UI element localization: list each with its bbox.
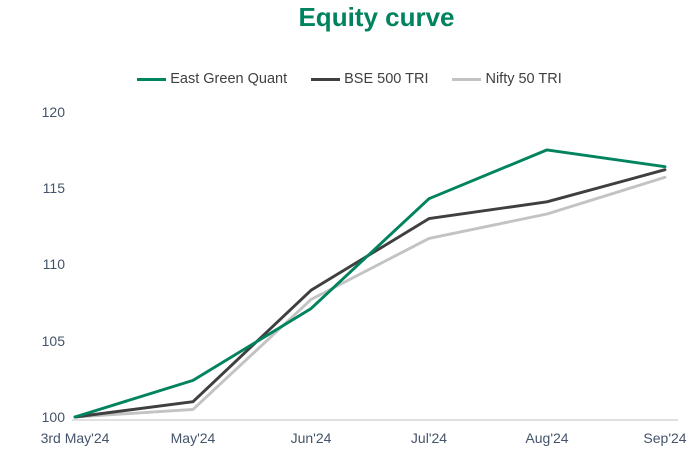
- y-tick-label: 115: [42, 180, 65, 196]
- chart-title: Equity curve: [298, 2, 455, 32]
- series-line-bse-500-tri: [73, 168, 667, 419]
- legend-label: BSE 500 TRI: [344, 71, 429, 87]
- y-tick-label: 120: [41, 104, 65, 120]
- series-line-nifty-50-tri: [73, 175, 667, 419]
- x-tick-label: May'24: [170, 430, 216, 446]
- x-tick-label: 3rd May'24: [40, 430, 110, 446]
- x-tick-label: Aug'24: [525, 430, 569, 446]
- legend-item-east-green-quant: East Green Quant: [137, 71, 287, 87]
- legend-label: East Green Quant: [170, 71, 288, 87]
- x-tick-label: Jul'24: [410, 430, 448, 446]
- legend-item-nifty-50-tri: Nifty 50 TRI: [452, 71, 562, 87]
- series-line-east-green-quant: [73, 148, 667, 419]
- x-tick-label: Sep'24: [643, 430, 687, 446]
- legend-item-bse-500-tri: BSE 500 TRI: [311, 71, 428, 87]
- x-tick-label: Jun'24: [290, 430, 332, 446]
- legend-line-swatch: [137, 77, 167, 81]
- y-tick-label: 100: [41, 409, 65, 425]
- legend-line-swatch: [311, 77, 341, 81]
- legend-label: Nifty 50 TRI: [485, 71, 562, 87]
- legend-line-swatch: [452, 77, 482, 81]
- y-tick-label: 110: [42, 256, 65, 272]
- chart-legend: East Green Quant BSE 500 TRI Nifty 50 TRI: [0, 71, 699, 87]
- y-tick-label: 105: [41, 333, 65, 349]
